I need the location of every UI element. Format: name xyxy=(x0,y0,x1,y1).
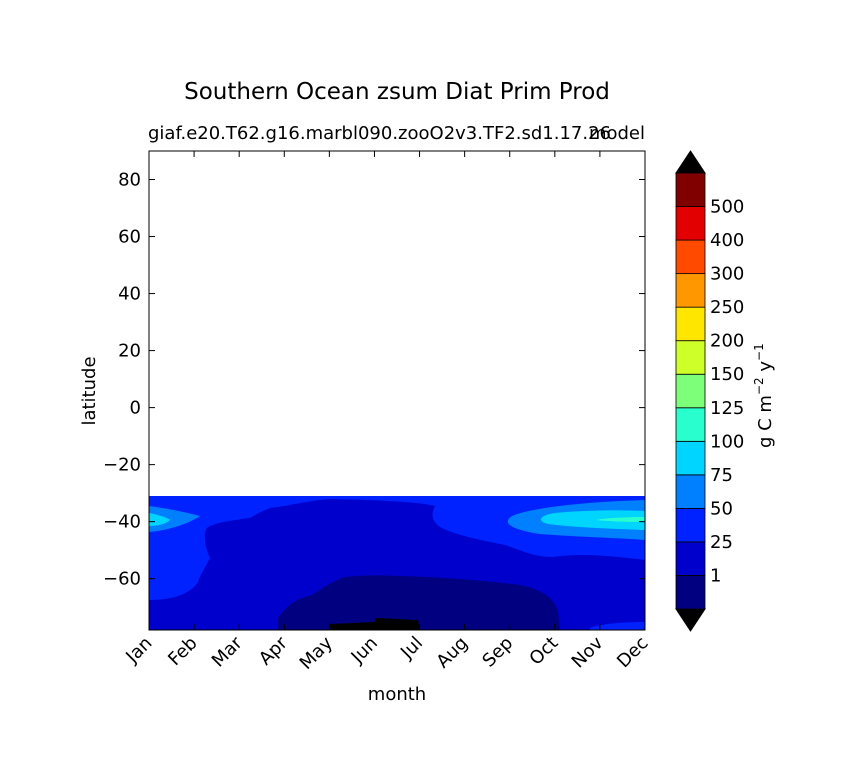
contour-level-25-50-bottom xyxy=(590,622,645,630)
x-tick-label: Apr xyxy=(255,632,292,669)
colorbar-tick-label: 125 xyxy=(710,398,744,419)
x-tick-label: Jan xyxy=(121,633,156,668)
y-tick-label: 60 xyxy=(118,227,141,248)
contour-level-75-100-east xyxy=(540,510,645,530)
colorbar-tick-label: 100 xyxy=(710,431,744,452)
contour-level-0-1 xyxy=(278,575,560,630)
colorbar-tick-label: 300 xyxy=(710,264,744,285)
chart-subtitle-right: model xyxy=(589,123,645,144)
colorbar-label-exp2: −1 xyxy=(752,343,766,361)
colorbar-tick-label: 250 xyxy=(710,297,744,318)
x-tick-label: Nov xyxy=(568,632,608,672)
colorbar-swatch xyxy=(675,206,706,241)
colorbar-label: g C m−2 y−1 xyxy=(752,343,776,448)
colorbar-swatch xyxy=(675,306,706,342)
colorbar-swatch xyxy=(675,273,706,308)
colorbar-swatch xyxy=(675,239,706,275)
colorbar-label-main: g C m xyxy=(755,395,776,448)
x-tick-label: Jun xyxy=(347,633,382,668)
colorbar-tick-label: 400 xyxy=(710,230,744,251)
x-tick-label: Sep xyxy=(478,633,517,672)
colorbar-swatch xyxy=(675,373,706,409)
y-tick-label: −60 xyxy=(103,569,141,590)
y-axis-label: latitude xyxy=(79,356,100,425)
contour-level-100-125-east xyxy=(596,517,645,522)
colorbar-swatch xyxy=(675,172,706,207)
colorbar-tick-label: 75 xyxy=(710,465,733,486)
contour-field xyxy=(149,496,645,630)
x-tick-label: Aug xyxy=(432,633,472,673)
chart-title: Southern Ocean zsum Diat Prim Prod xyxy=(184,79,610,105)
y-tick-label: 0 xyxy=(130,398,141,419)
colorbar-label-mid: y xyxy=(755,361,776,378)
chart-subtitle-left: giaf.e20.T62.g16.marbl090.zooO2v3.TF2.sd… xyxy=(148,123,611,144)
x-tick-label: Oct xyxy=(525,633,562,670)
y-axis: −60 −40 −20 0 20 40 60 80 xyxy=(103,170,645,590)
x-tick-label: May xyxy=(296,632,337,673)
plot-area xyxy=(148,150,646,631)
colorbar-tick-label: 50 xyxy=(710,498,733,519)
x-axis-label: month xyxy=(368,684,426,705)
colorbar-label-exp1: −2 xyxy=(752,377,766,395)
contour-level-75-100 xyxy=(149,513,170,526)
y-tick-label: 20 xyxy=(118,341,141,362)
contour-level-below-0 xyxy=(330,618,420,630)
colorbar-tick-label: 150 xyxy=(710,364,744,385)
y-tick-label: −40 xyxy=(103,512,141,533)
colorbar-swatch xyxy=(675,507,706,543)
colorbar-extend-top xyxy=(675,150,706,174)
colorbar-swatch xyxy=(675,440,706,476)
y-tick-label: 80 xyxy=(118,170,141,191)
x-tick-label: Dec xyxy=(613,633,652,672)
colorbar-swatch xyxy=(675,541,706,576)
colorbar-tick-label: 200 xyxy=(710,331,744,352)
colorbar-swatch xyxy=(675,407,706,442)
colorbar-swatch xyxy=(675,575,706,610)
x-tick-label: Feb xyxy=(164,633,201,670)
colorbar-swatch xyxy=(675,474,706,509)
colorbar-tick-label: 500 xyxy=(710,197,744,218)
contour-level-50-75 xyxy=(149,506,200,532)
colorbar-extend-bottom xyxy=(675,608,706,632)
colorbar-swatch xyxy=(675,340,706,375)
y-tick-label: 40 xyxy=(118,284,141,305)
colorbar-tick-label: 25 xyxy=(710,532,733,553)
x-tick-label: Mar xyxy=(208,632,247,671)
x-tick-label: Jul xyxy=(396,633,427,664)
y-tick-label: −20 xyxy=(103,455,141,476)
colorbar-tick-label: 1 xyxy=(710,565,721,586)
